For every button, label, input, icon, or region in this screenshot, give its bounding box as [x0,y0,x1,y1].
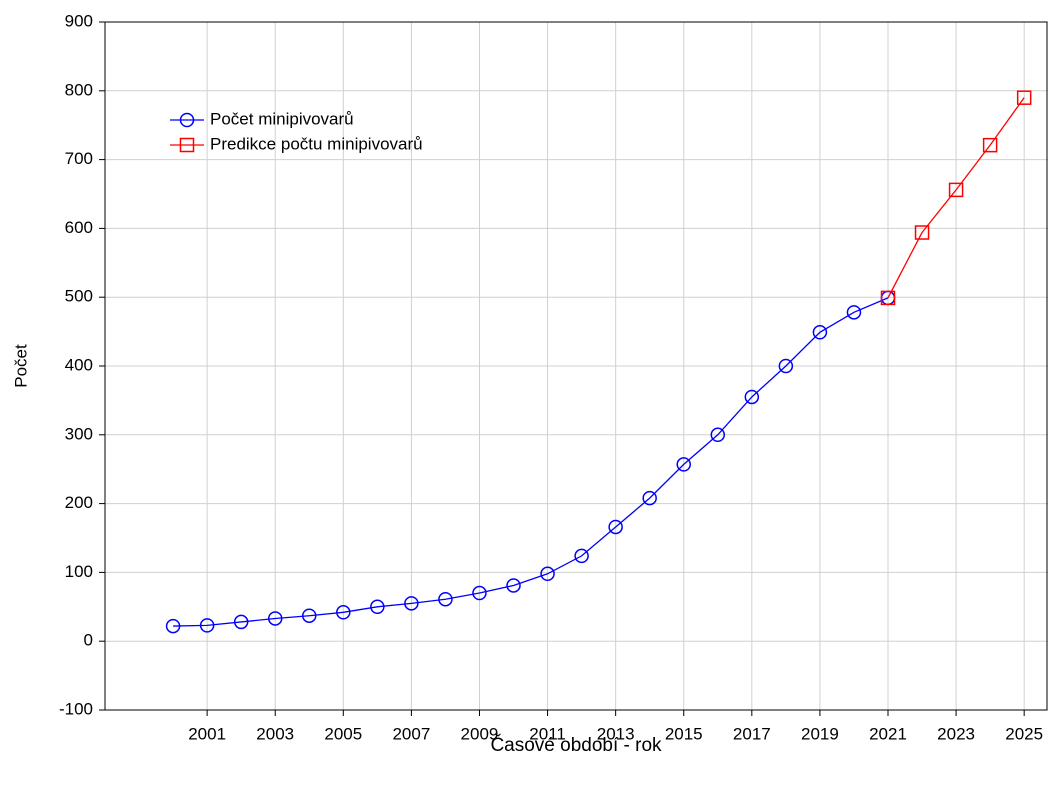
marker [179,112,195,128]
marker [472,585,487,601]
marker [540,566,555,582]
y-tick-label: 600 [65,218,93,237]
x-tick-label: 2015 [665,724,703,743]
y-tick-label: 100 [65,562,93,581]
y-tick-label: 700 [65,149,93,168]
y-tick-label: 200 [65,493,93,512]
series-line [173,297,889,627]
marker [438,591,453,607]
marker [744,389,760,405]
x-tick-label: 2011 [529,724,566,743]
marker [982,137,998,153]
marker [267,611,283,626]
marker [642,490,657,506]
y-tick-label: 0 [84,631,93,650]
x-tick-label: 2017 [733,724,771,743]
x-axis-label: Časové období - rok [490,734,662,756]
x-tick-label: 2019 [801,724,839,743]
x-tick-label: 2007 [392,724,430,743]
marker [233,614,249,630]
x-tick-label: 2021 [869,724,907,743]
x-tick-label: 2023 [937,724,975,743]
legend-label: Predikce počtu minipivovarů [210,134,423,153]
marker [846,305,862,320]
marker [1016,90,1032,105]
marker [370,599,385,615]
marker [948,182,964,198]
x-tick-label: 2009 [461,724,499,743]
marker [179,137,195,153]
marker [404,596,419,611]
marker [914,225,930,240]
y-tick-label: 900 [65,11,93,30]
marker [710,427,726,443]
x-tick-label: 2013 [597,724,635,743]
x-tick-label: 2003 [256,724,294,743]
marker [778,358,794,374]
marker [165,618,181,634]
marker [506,578,521,593]
y-tick-label: 400 [65,355,93,374]
legend-label: Počet minipivovarů [210,109,354,128]
marker [336,605,351,620]
x-tick-label: 2001 [188,724,226,743]
series-line [887,97,1025,299]
y-tick-label: 500 [65,287,93,306]
y-tick-label: 800 [65,80,93,99]
y-axis-label: Počet [11,344,30,388]
y-tick-label: 300 [65,424,93,443]
marker [676,457,691,472]
marker [880,290,896,306]
marker [608,519,623,535]
x-tick-label: 2005 [324,724,362,743]
marker [812,325,828,340]
marker [574,548,589,564]
x-tick-label: 2025 [1005,724,1043,743]
plot-frame [104,21,1048,711]
marker [199,618,215,633]
y-tick-label: -100 [59,699,93,718]
marker [302,608,317,623]
